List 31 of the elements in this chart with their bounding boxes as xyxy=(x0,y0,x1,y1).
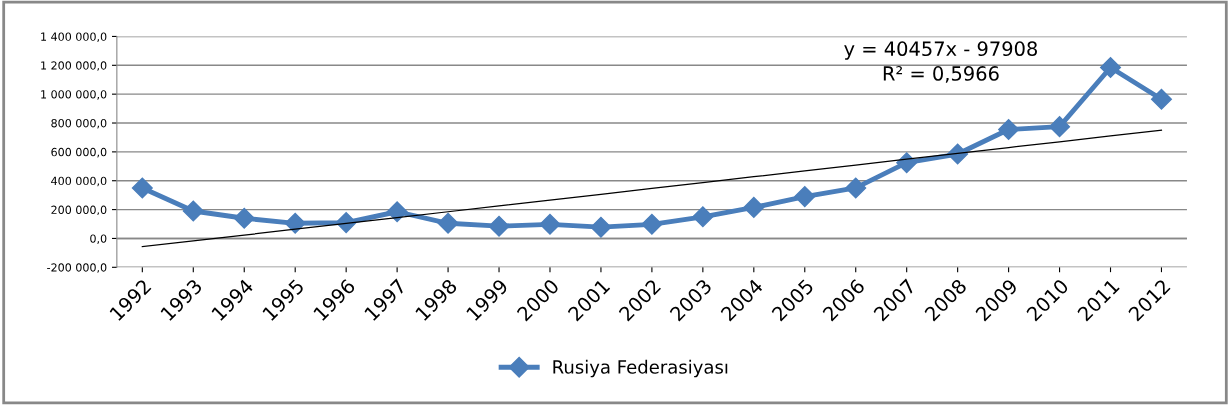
point xyxy=(182,200,204,222)
line-series xyxy=(141,129,1163,248)
y-tick-label: 1 200 000,0 xyxy=(41,61,107,71)
y-tick-label: 400 000,0 xyxy=(51,176,107,187)
point xyxy=(692,206,714,228)
y-tick-label: 800 000,0 xyxy=(51,118,107,129)
point xyxy=(641,213,663,235)
y-tick-label: 0,0 xyxy=(90,234,107,244)
y-tick-label: 200 000,0 xyxy=(51,205,107,216)
point xyxy=(488,215,510,237)
point xyxy=(539,213,561,235)
point xyxy=(437,212,459,234)
y-tick-label: 600 000,0 xyxy=(51,147,107,158)
point xyxy=(590,216,612,238)
point xyxy=(284,212,306,234)
y-tick-label: 1 400 000,0 xyxy=(41,32,107,42)
point xyxy=(131,177,153,199)
annotation: y = 40457x - 97908 R² = 0,5966 xyxy=(844,41,1037,83)
point xyxy=(233,207,255,229)
point xyxy=(386,201,408,223)
point xyxy=(845,177,867,199)
point xyxy=(794,186,816,208)
point xyxy=(998,118,1020,141)
point xyxy=(1049,116,1071,138)
point xyxy=(1150,88,1172,110)
point xyxy=(743,196,765,218)
y-tick-label: -200 000,0 xyxy=(47,263,107,273)
legend-label: Rusiya Federasiyası xyxy=(553,359,728,378)
y-tick-label: 1 000 000,0 xyxy=(41,90,107,100)
point xyxy=(1099,56,1122,78)
point xyxy=(896,152,918,174)
